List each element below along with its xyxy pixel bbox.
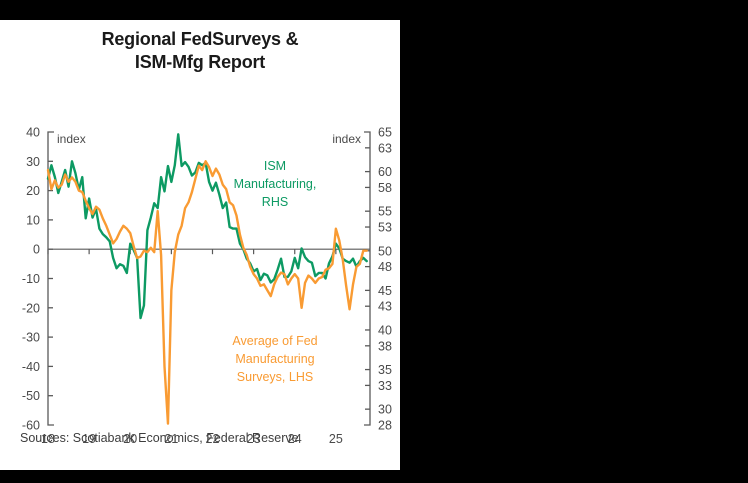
left-axis-tick-label: 40 (26, 126, 40, 140)
x-axis-tick-label: 20 (123, 432, 137, 446)
x-axis-tick-label: 21 (164, 432, 178, 446)
left-axis-tick-label: -10 (22, 272, 40, 286)
right-axis-tick-label: 30 (378, 403, 392, 417)
right-axis-tick-label: 48 (378, 260, 392, 274)
right-unit-label: index (332, 132, 361, 146)
left-axis-tick-label: 0 (33, 243, 40, 257)
right-axis-spine (364, 131, 371, 426)
right-axis-tick-label: 40 (378, 323, 392, 337)
series-label-ism: ISM Manufacturing, RHS (234, 159, 317, 209)
right-axis-tick-label: 65 (378, 126, 392, 140)
series-label-fed-average-line-2: Manufacturing (235, 352, 314, 366)
x-axis-tick-label: 24 (288, 432, 302, 446)
right-axis-tick-label: 38 (378, 339, 392, 353)
left-axis-tick-label: -20 (22, 301, 40, 315)
title-line-2: ISM-Mfg Report (134, 52, 266, 73)
series-label-ism-line-3: RHS (262, 195, 288, 209)
x-axis-tick-label: 22 (206, 432, 220, 446)
right-axis-tick-label: 58 (378, 181, 392, 195)
series-label-fed-average: Average of Fed Manufacturing Surveys, LHS (232, 334, 317, 384)
right-axis-tick-label: 60 (378, 165, 392, 179)
left-axis-tick-label: 10 (26, 213, 40, 227)
x-axis-tick-label: 23 (247, 432, 261, 446)
left-axis-tick-label: -50 (22, 389, 40, 403)
x-axis-tick-label: 25 (329, 432, 343, 446)
left-axis-tick-label: 30 (26, 155, 40, 169)
left-axis-tick-label: 20 (26, 184, 40, 198)
right-axis-tick-label: 33 (378, 379, 392, 393)
right-axis-tick-label: 43 (378, 300, 392, 314)
x-axis-tick-label: 19 (82, 432, 96, 446)
right-axis-tick-label: 50 (378, 244, 392, 258)
right-axis-tick-label: 53 (378, 221, 392, 235)
left-unit-label: index (57, 132, 86, 146)
page-title: Regional FedSurveys & ISM-Mfg Report (0, 28, 400, 74)
right-axis-tick-label: 63 (378, 141, 392, 155)
series-label-ism-line-1: ISM (264, 159, 286, 173)
series-line-ism (46, 133, 368, 320)
series-label-fed-average-line-1: Average of Fed (232, 334, 317, 348)
source-note: Sources: Scotiabank Economics, Federal R… (20, 431, 299, 445)
chart-panel: Regional FedSurveys & ISM-Mfg Report 40 3… (0, 20, 400, 470)
series-label-ism-line-2: Manufacturing, (234, 177, 317, 191)
series-label-fed-average-line-3: Surveys, LHS (237, 370, 313, 384)
x-axis-tick-label: 18 (41, 432, 55, 446)
plot-area: 40 30 20 10 0 -10 -20 -30 -40 -50 -60 65 63 60 58 55 53 5… (0, 20, 400, 470)
right-axis-tick-label: 45 (378, 284, 392, 298)
title-line-1: Regional FedSurveys & (101, 29, 299, 49)
right-axis-tick-label: 28 (378, 419, 392, 433)
right-axis-tick-label: 35 (378, 363, 392, 377)
series-line-fed-average (46, 160, 368, 425)
left-axis-tick-label: -30 (22, 331, 40, 345)
right-axis-tick-label: 55 (378, 205, 392, 219)
left-axis-tick-label: -40 (22, 360, 40, 374)
left-axis-tick-label: -60 (22, 419, 40, 433)
